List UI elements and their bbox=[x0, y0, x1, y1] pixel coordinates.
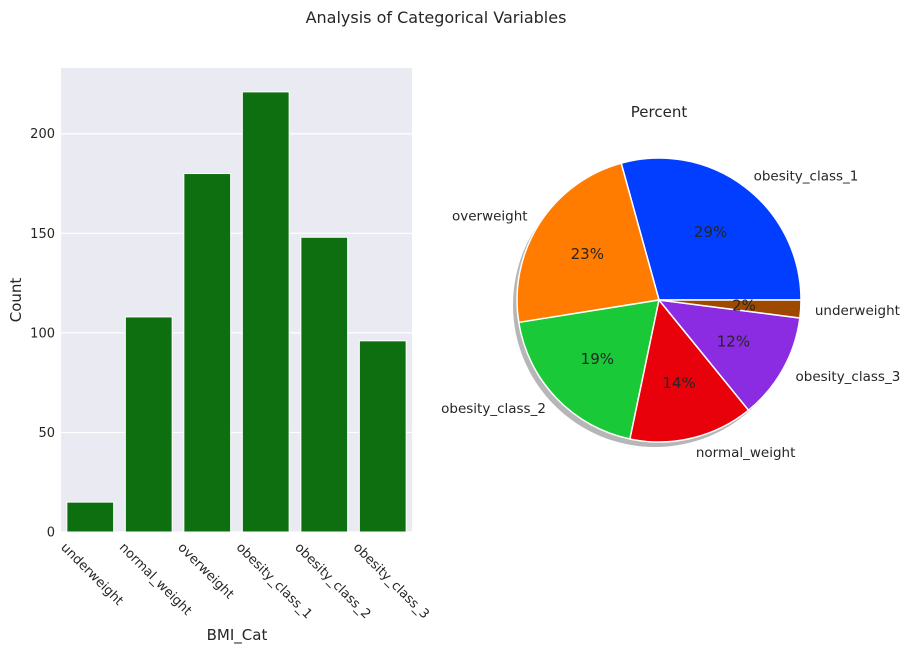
bar-y-axis-label: Count bbox=[7, 278, 25, 323]
pie-percent-labels: 29% 23% 19% 14% 12% 2% bbox=[571, 223, 756, 392]
bar-obesity-class-1 bbox=[241, 91, 290, 533]
bar-x-axis-label: BMI_Cat bbox=[207, 626, 268, 645]
pie-percent-obesity-class-2: 19% bbox=[581, 350, 614, 368]
bar-gridlines bbox=[61, 133, 412, 533]
bar-marks bbox=[66, 91, 407, 533]
bar-normal-weight bbox=[124, 316, 173, 533]
pie-percent-normal-weight: 14% bbox=[662, 374, 695, 392]
pie-label-obesity-class-3: obesity_class_3 bbox=[795, 369, 900, 385]
pie-label-obesity-class-2: obesity_class_2 bbox=[441, 401, 546, 417]
bar-obesity-class-2 bbox=[300, 236, 349, 533]
pie-slice-obesity-class-1 bbox=[620, 157, 802, 301]
bar-x-tick-labels: underweightnormal_weightoverweightobesit… bbox=[57, 540, 431, 622]
pie-labels: obesity_class_1 overweight obesity_class_2… bbox=[441, 169, 900, 461]
bar-y-tick-labels: 0 50 100 150 200 bbox=[30, 127, 55, 540]
bar-y-tick-label: 50 bbox=[38, 426, 55, 441]
bar-obesity-class-3 bbox=[358, 340, 407, 533]
bar-chart: 0 50 100 150 200 underweightnormal_weightove… bbox=[7, 68, 432, 645]
bar-underweight bbox=[66, 501, 115, 533]
pie-title: Percent bbox=[631, 103, 688, 121]
bar-y-tick-label: 200 bbox=[30, 127, 55, 142]
figure-title: Analysis of Categorical Variables bbox=[306, 8, 567, 27]
pie-slices bbox=[516, 157, 802, 443]
pie-percent-overweight: 23% bbox=[571, 245, 604, 263]
pie-slice-overweight bbox=[516, 162, 660, 324]
pie-percent-obesity-class-3: 12% bbox=[717, 332, 750, 350]
pie-chart: Percent obesity_class_1overweightobesity… bbox=[441, 103, 900, 461]
pie-slice-underweight bbox=[658, 299, 802, 319]
pie-slice-obesity-class-3 bbox=[657, 299, 801, 412]
bar-x-tick-label: overweight bbox=[174, 540, 236, 602]
bar-y-tick-label: 100 bbox=[30, 326, 55, 341]
bar-y-tick-label: 150 bbox=[30, 227, 55, 242]
pie-label-normal-weight: normal_weight bbox=[696, 445, 796, 461]
bar-y-tick-label: 0 bbox=[47, 526, 55, 541]
pie-percent-obesity-class-1: 29% bbox=[694, 223, 727, 241]
pie-label-underweight: underweight bbox=[815, 303, 900, 319]
bar-plot-area bbox=[61, 68, 412, 532]
pie-label-obesity-class-1: obesity_class_1 bbox=[754, 169, 859, 185]
pie-label-overweight: overweight bbox=[452, 209, 528, 225]
pie-slice-normal-weight bbox=[629, 298, 750, 443]
bar-overweight bbox=[183, 173, 232, 533]
pie-slice-obesity-class-2 bbox=[517, 299, 660, 440]
pie-percent-underweight: 2% bbox=[732, 296, 756, 314]
